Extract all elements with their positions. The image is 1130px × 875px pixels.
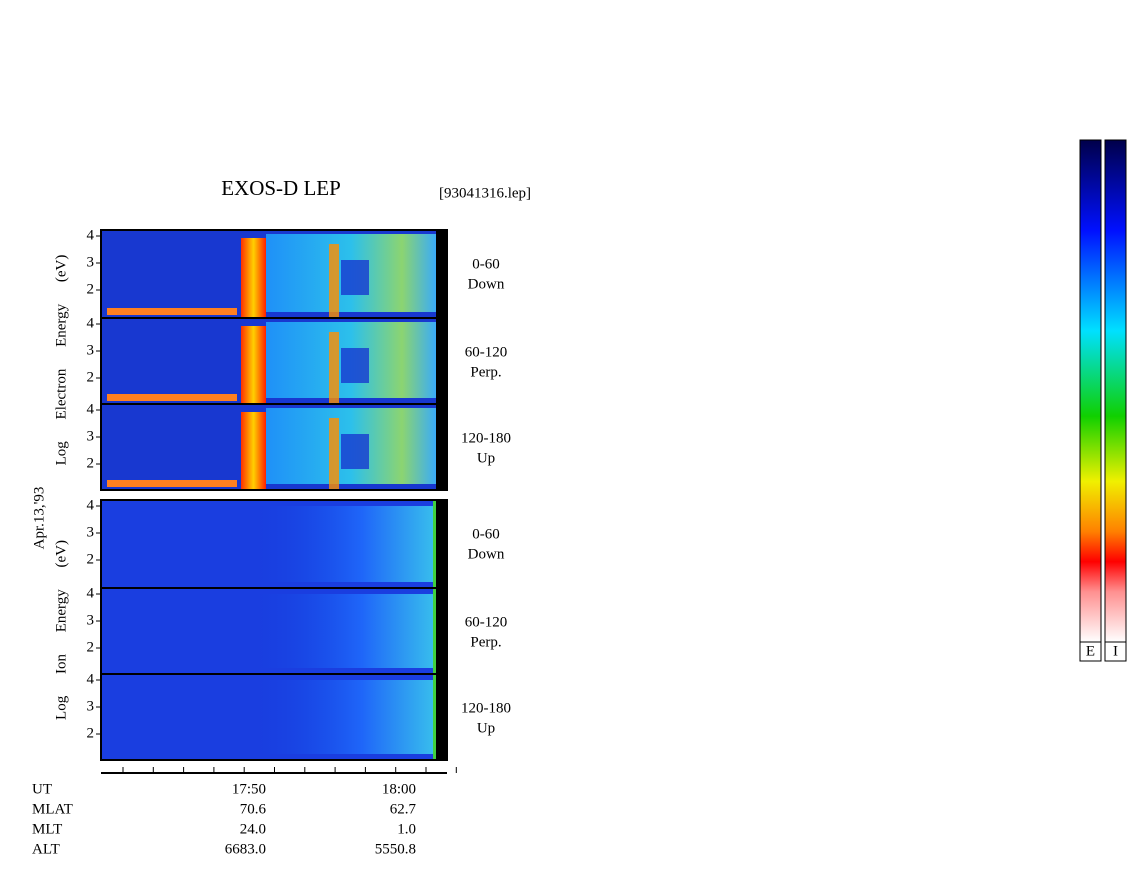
spectrogram-band [241,326,266,404]
spectrogram-band [107,480,237,487]
colorbar-label: I [1113,643,1118,659]
data-gap [436,404,447,490]
spectrogram-band [329,332,339,404]
y-tick-label: 3 [87,428,95,444]
date: Apr.13,'93 [31,487,47,550]
row-value: 62.7 [390,801,417,817]
data-gap [436,500,447,588]
row-name: MLT [32,821,62,837]
spectrogram-band [107,308,237,315]
colorbar-box [1079,641,1102,662]
y-tick-label: 4 [87,585,95,601]
y-tick-label: 2 [87,281,95,297]
spectrogram-band [251,680,436,754]
y-tick-label: 4 [87,497,95,513]
colorbar-box [1104,641,1127,662]
panel-label: 0-60 [472,256,500,272]
panel-label: 120-180 [461,430,511,446]
panel-label: 120-180 [461,700,511,716]
colorbar-label: E [1086,643,1095,659]
file-name: [93041316.lep] [439,185,531,201]
spectrogram-band [341,348,369,383]
row-value: 24.0 [240,821,266,837]
spectrogram-band [241,238,266,318]
spectrogram-band [251,506,436,582]
spectrogram-band [341,260,369,295]
spectrogram-band [251,594,436,668]
panel-frame [100,673,448,761]
panel-label: 60-120 [465,344,508,360]
data-gap [436,588,447,674]
data-gap [436,674,447,760]
data-gap [436,318,447,404]
spectrogram-band [433,500,437,588]
y-tick-label: 2 [87,369,95,385]
panel-label: Up [477,450,495,466]
spectrogram-band [433,588,437,674]
row-value: 17:50 [232,781,266,797]
y-tick-label: 2 [87,551,95,567]
spectrogram-band [341,434,369,469]
row-name: MLAT [32,801,73,817]
title: EXOS-D LEP [221,176,341,200]
y-tick-label: 4 [87,315,95,331]
panel-label: Down [468,546,505,562]
y-tick-label: 3 [87,524,95,540]
row-name: UT [32,781,52,797]
spectrogram-band [329,418,339,490]
row-value: 5550.8 [375,841,416,857]
panel-label: Perp. [470,634,501,650]
row-value: 18:00 [382,781,416,797]
spectrogram-band [107,394,237,401]
panel-label: 0-60 [472,526,500,542]
y-tick-label: 2 [87,455,95,471]
y-tick-label: 4 [87,227,95,243]
y-tick-label: 4 [87,671,95,687]
row-value: 1.0 [397,821,416,837]
spectrogram-band [329,244,339,318]
panel-label: Down [468,276,505,292]
y-tick-label: 3 [87,698,95,714]
panel-frame [100,403,448,491]
y-tick-label: 4 [87,401,95,417]
y-axis-label: Log Electron Energy (eV) [53,255,69,466]
y-tick-label: 2 [87,639,95,655]
panel-label: Up [477,720,495,736]
row-value: 6683.0 [225,841,266,857]
y-tick-label: 3 [87,342,95,358]
spectrogram-band [433,674,437,760]
colorbar [1104,139,1127,643]
panel-label: 60-120 [465,614,508,630]
panel-label: Perp. [470,364,501,380]
y-tick-label: 2 [87,725,95,741]
y-tick-label: 3 [87,612,95,628]
row-value: 70.6 [240,801,267,817]
colorbar [1079,139,1102,643]
data-gap [436,230,447,318]
spectrogram-band [241,412,266,490]
y-tick-label: 3 [87,254,95,270]
y-axis-label: Log Ion Energy (eV) [53,540,69,720]
row-name: ALT [32,841,60,857]
